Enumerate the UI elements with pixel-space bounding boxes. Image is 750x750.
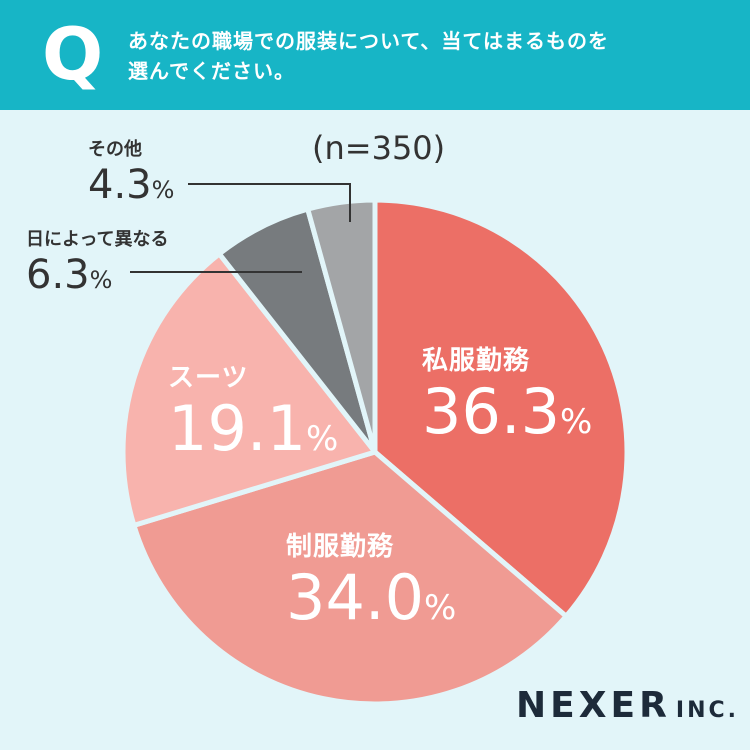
sample-size: (n=350) (312, 129, 446, 167)
slice-value-private-clothes: 36.3% (422, 375, 593, 448)
label-private-clothes: 私服勤務 36.3% (422, 345, 592, 457)
pie-slices (120, 197, 630, 707)
slice-value-suit: 19.1% (168, 392, 339, 465)
slice-label-uniform: 制服勤務 (286, 532, 395, 562)
logo-main-text: NEXER (516, 685, 671, 726)
nexer-logo: NEXER INC. (516, 685, 739, 726)
question-header: Q あなたの職場での服装について、当てはまるものを 選んでください。 (0, 0, 750, 110)
label-suit: スーツ 19.1% (168, 362, 338, 474)
slice-label-other: その他 (88, 139, 142, 160)
pie-slice-private-clothes (372, 197, 630, 619)
slice-label-private-clothes: 私服勤務 (422, 346, 531, 376)
question-text: あなたの職場での服装について、当てはまるものを 選んでください。 (128, 26, 728, 86)
pie-slice-uniform (131, 449, 569, 707)
slice-value-uniform: 34.0% (286, 561, 457, 634)
pie-slice-other (305, 197, 378, 455)
q-mark: Q (42, 12, 104, 96)
slice-label-suit: スーツ (168, 363, 249, 393)
logo-sub-text: INC. (675, 698, 739, 723)
label-other: その他 4.3% (88, 138, 174, 213)
question-line-1: あなたの職場での服装について、当てはまるものを (128, 29, 609, 53)
leader-lines (130, 183, 351, 273)
slice-value-varies-by-day: 6.3% (26, 252, 113, 298)
question-line-2: 選んでください。 (128, 59, 295, 83)
pie-slice-suit (120, 251, 378, 528)
slice-value-other: 4.3% (88, 162, 175, 208)
slice-label-varies-by-day: 日によって異なる (26, 229, 169, 250)
label-uniform: 制服勤務 34.0% (286, 531, 456, 643)
leader-line-other (188, 183, 351, 222)
label-varies-by-day: 日によって異なる 6.3% (26, 228, 169, 303)
